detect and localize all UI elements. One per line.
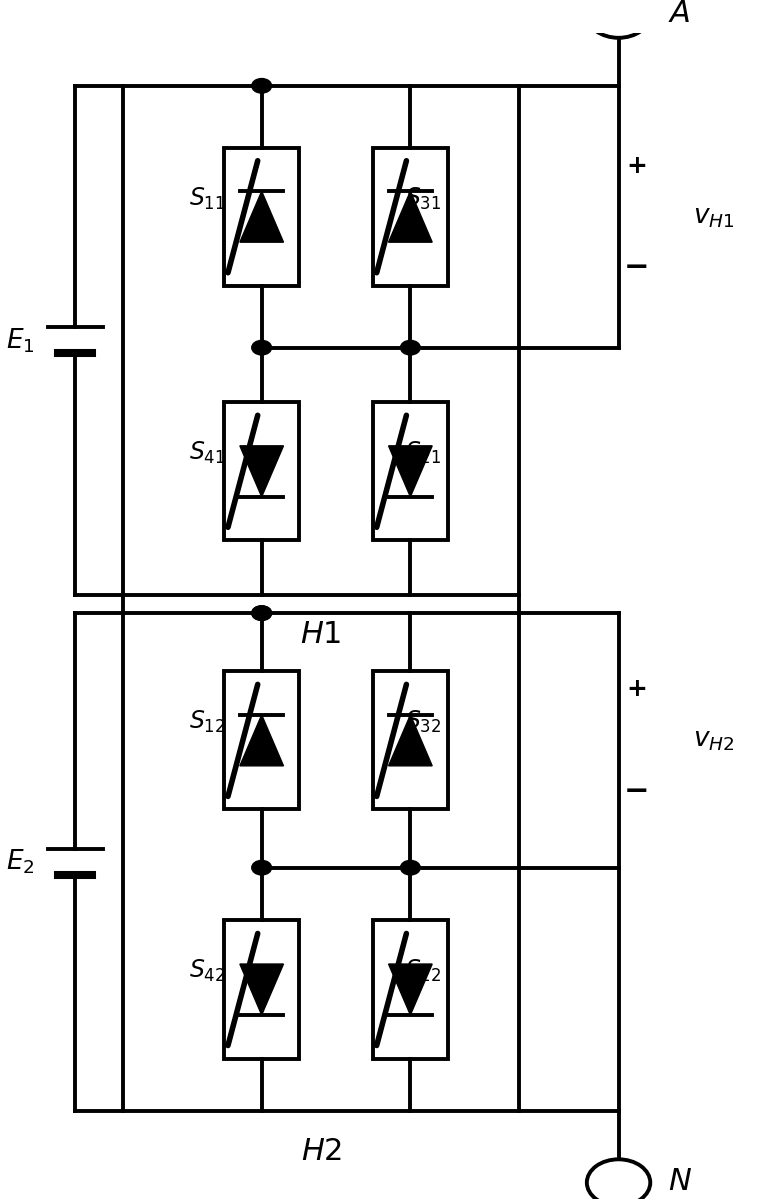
Circle shape bbox=[252, 606, 271, 620]
Circle shape bbox=[252, 340, 271, 355]
Polygon shape bbox=[240, 446, 284, 496]
Circle shape bbox=[252, 78, 271, 93]
Text: $H2$: $H2$ bbox=[301, 1137, 342, 1166]
Text: $E_1$: $E_1$ bbox=[6, 326, 35, 355]
Polygon shape bbox=[240, 715, 284, 766]
Text: +: + bbox=[626, 154, 647, 178]
Text: $S_{12}$: $S_{12}$ bbox=[189, 709, 226, 736]
Text: −: − bbox=[624, 254, 649, 282]
Polygon shape bbox=[240, 191, 284, 242]
Polygon shape bbox=[389, 964, 432, 1014]
Polygon shape bbox=[240, 964, 284, 1014]
Text: $S_{32}$: $S_{32}$ bbox=[405, 709, 442, 736]
Text: $S_{31}$: $S_{31}$ bbox=[405, 185, 442, 212]
Text: −: − bbox=[624, 776, 649, 805]
Text: $H1$: $H1$ bbox=[301, 620, 342, 649]
Text: +: + bbox=[626, 678, 647, 702]
Text: $E_2$: $E_2$ bbox=[6, 847, 35, 876]
Polygon shape bbox=[389, 715, 432, 766]
Text: $S_{22}$: $S_{22}$ bbox=[405, 958, 442, 984]
Circle shape bbox=[400, 861, 421, 875]
Circle shape bbox=[252, 606, 271, 620]
Polygon shape bbox=[389, 446, 432, 496]
Polygon shape bbox=[389, 191, 432, 242]
Text: $S_{21}$: $S_{21}$ bbox=[405, 440, 442, 466]
Text: $A$: $A$ bbox=[668, 0, 690, 28]
Text: $S_{11}$: $S_{11}$ bbox=[189, 185, 226, 212]
Text: $S_{42}$: $S_{42}$ bbox=[189, 958, 226, 984]
Text: $v_{H2}$: $v_{H2}$ bbox=[693, 727, 734, 754]
Text: $v_{H1}$: $v_{H1}$ bbox=[693, 203, 734, 230]
Text: $N$: $N$ bbox=[668, 1167, 692, 1196]
Circle shape bbox=[252, 861, 271, 875]
Circle shape bbox=[400, 340, 421, 355]
Text: $S_{41}$: $S_{41}$ bbox=[189, 440, 226, 466]
